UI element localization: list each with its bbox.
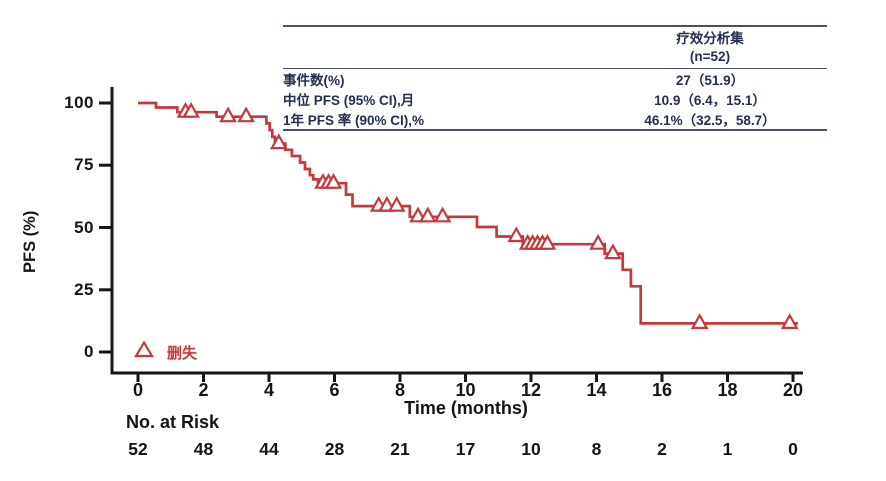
stats-row-label: 中位 PFS (95% CI),月: [283, 92, 415, 108]
stats-row-label: 事件数(%): [283, 72, 345, 88]
censor-mark-icon: [237, 106, 255, 123]
y-tick-label: 100: [64, 93, 94, 112]
y-tick-label: 25: [74, 279, 94, 299]
censor-mark-icon: [604, 243, 622, 260]
axes: [110, 87, 803, 375]
risk-count: 0: [788, 439, 798, 459]
risk-count: 17: [455, 439, 476, 459]
stats-row-label: 1年 PFS 率 (90% CI),%: [283, 112, 425, 128]
censor-mark-icon: [387, 195, 406, 212]
x-axis-title: Time (months): [404, 398, 528, 418]
risk-count: 21: [390, 439, 410, 459]
risk-table-title: No. at Risk: [126, 412, 220, 432]
censor-legend-icon: [134, 340, 154, 358]
y-axis-title: PFS (%): [21, 210, 39, 273]
stats-row-value: 46.1%（32.5，58.7）: [644, 112, 776, 128]
risk-count: 10: [521, 439, 541, 459]
censor-mark-icon: [433, 206, 452, 223]
censor-mark-icon: [507, 226, 526, 243]
stats-row-events: 事件数(%) 27（51.9）: [283, 69, 827, 89]
censor-mark-icon: [324, 172, 343, 189]
stats-table-header: 疗效分析集 (n=52): [283, 27, 827, 69]
y-tick-label: 75: [74, 155, 94, 175]
censor-mark-icon: [269, 133, 288, 150]
censor-mark-icon: [780, 313, 799, 329]
y-tick-label: 50: [74, 217, 94, 237]
x-tick-label: 6: [329, 380, 340, 400]
stats-row-1yr-pfs: 1年 PFS 率 (90% CI),% 46.1%（32.5，58.7）: [283, 109, 827, 129]
censor-mark-icon: [589, 233, 607, 250]
stats-row-median-pfs: 中位 PFS (95% CI),月 10.9（6.4，15.1）: [283, 89, 827, 109]
x-tick-label: 8: [394, 380, 405, 400]
x-tick-label: 16: [651, 380, 673, 400]
x-tick-label: 12: [520, 380, 542, 400]
stats-header-n: (n=52): [689, 48, 731, 64]
censor-mark-icon: [418, 206, 437, 223]
risk-count: 2: [657, 439, 667, 459]
risk-count: 48: [193, 439, 214, 459]
stats-header-population: 疗效分析集: [676, 31, 744, 46]
censor-mark-icon: [182, 101, 200, 118]
x-tick-label: 20: [782, 380, 804, 400]
risk-count: 28: [324, 439, 345, 459]
x-tick-label: 14: [586, 380, 607, 400]
x-tick-label: 18: [717, 380, 738, 400]
censored-legend-label: 删失: [167, 345, 198, 362]
efficacy-stats-table: 疗效分析集 (n=52) 事件数(%) 27（51.9） 中位 PFS (95%…: [283, 25, 827, 131]
stats-row-value: 27（51.9）: [675, 72, 745, 88]
km-survival-curve: [138, 101, 798, 325]
x-tick-label: 10: [455, 380, 476, 400]
censor-mark-icon: [690, 313, 709, 329]
x-tick-label: 0: [132, 380, 143, 400]
censor-mark-icon: [219, 106, 237, 123]
risk-count: 44: [259, 439, 279, 459]
stats-row-value: 10.9（6.4，15.1）: [654, 92, 766, 108]
y-tick-label: 0: [84, 342, 94, 361]
x-tick-label: 2: [198, 380, 209, 400]
risk-count: 52: [128, 439, 148, 459]
risk-count: 1: [722, 439, 733, 459]
censor-mark-icon: [538, 233, 557, 250]
risk-count: 8: [591, 439, 602, 459]
x-tick-label: 4: [263, 380, 274, 400]
